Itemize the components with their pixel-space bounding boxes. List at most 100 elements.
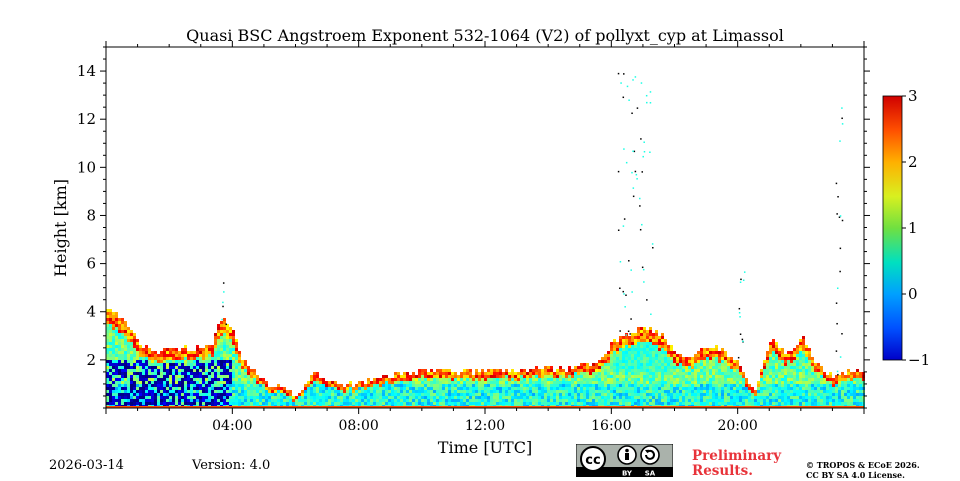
heatmap-cell — [451, 387, 454, 390]
heatmap-cell — [817, 393, 820, 396]
heatmap-cell — [811, 375, 814, 378]
heatmap-cell — [412, 387, 415, 390]
heatmap-cell — [643, 369, 646, 372]
heatmap-cell — [427, 399, 430, 402]
heatmap-cell — [664, 357, 667, 360]
heatmap-cell — [745, 396, 748, 399]
heatmap-cell — [139, 345, 142, 348]
heatmap-cell — [247, 399, 250, 402]
heatmap-cell — [634, 345, 637, 348]
heatmap-cell — [130, 369, 133, 372]
heatmap-cell — [115, 321, 118, 324]
heatmap-cell — [742, 390, 745, 393]
heatmap-cell — [139, 396, 142, 399]
heatmap-cell — [118, 369, 121, 372]
heatmap-cell — [493, 393, 496, 396]
heatmap-cell — [124, 369, 127, 372]
heatmap-cell — [184, 345, 187, 348]
heatmap-cell — [841, 372, 844, 375]
noise-speckle — [617, 72, 620, 75]
heatmap-cell — [199, 390, 202, 393]
surface-row — [106, 406, 864, 408]
heatmap-cell — [175, 369, 178, 372]
heatmap-cell — [130, 384, 133, 387]
heatmap-cell — [187, 402, 190, 405]
heatmap-cell — [661, 366, 664, 369]
heatmap-cell — [781, 357, 784, 360]
heatmap-cell — [106, 363, 109, 366]
heatmap-cell — [727, 396, 730, 399]
heatmap-cell — [217, 357, 220, 360]
heatmap-cell — [814, 399, 817, 402]
heatmap-cell — [421, 384, 424, 387]
heatmap-cell — [652, 336, 655, 339]
heatmap-cell — [337, 384, 340, 387]
heatmap-cell — [499, 369, 502, 372]
heatmap-cell — [655, 342, 658, 345]
heatmap-cell — [547, 375, 550, 378]
heatmap-cell — [538, 393, 541, 396]
heatmap-cell — [781, 348, 784, 351]
heatmap-cell — [256, 393, 259, 396]
heatmap-cell — [649, 327, 652, 330]
heatmap-cell — [160, 402, 163, 405]
heatmap-cell — [691, 366, 694, 369]
heatmap-cell — [436, 390, 439, 393]
heatmap-cell — [703, 360, 706, 363]
heatmap-cell — [604, 357, 607, 360]
heatmap-cell — [676, 354, 679, 357]
heatmap-cell — [115, 345, 118, 348]
heatmap-cell — [214, 357, 217, 360]
heatmap-cell — [250, 369, 253, 372]
heatmap-cell — [697, 360, 700, 363]
heatmap-cell — [202, 372, 205, 375]
heatmap-cell — [625, 402, 628, 405]
heatmap-cell — [484, 390, 487, 393]
heatmap-cell — [853, 387, 856, 390]
heatmap-cell — [652, 339, 655, 342]
heatmap-cell — [280, 402, 283, 405]
heatmap-cell — [229, 348, 232, 351]
heatmap-cell — [706, 381, 709, 384]
heatmap-cell — [763, 363, 766, 366]
heatmap-cell — [601, 372, 604, 375]
heatmap-cell — [202, 381, 205, 384]
heatmap-cell — [802, 387, 805, 390]
heatmap-cell — [763, 381, 766, 384]
heatmap-cell — [673, 390, 676, 393]
heatmap-cell — [535, 378, 538, 381]
heatmap-cell — [550, 384, 553, 387]
sa-label: SA — [645, 470, 656, 478]
by-label: BY — [622, 470, 633, 478]
noise-speckle — [225, 323, 228, 326]
heatmap-cell — [649, 390, 652, 393]
heatmap-cell — [709, 396, 712, 399]
heatmap-cell — [277, 387, 280, 390]
heatmap-cell — [145, 345, 148, 348]
heatmap-cell — [766, 360, 769, 363]
heatmap-cell — [139, 360, 142, 363]
heatmap-cell — [664, 345, 667, 348]
heatmap-cell — [523, 372, 526, 375]
heatmap-cell — [514, 390, 517, 393]
heatmap-cell — [637, 342, 640, 345]
heatmap-cell — [130, 396, 133, 399]
heatmap-cell — [640, 336, 643, 339]
heatmap-cell — [619, 342, 622, 345]
heatmap-cell — [250, 384, 253, 387]
noise-speckle — [841, 107, 843, 109]
heatmap-cell — [343, 393, 346, 396]
heatmap-cell — [493, 396, 496, 399]
heatmap-cell — [511, 372, 514, 375]
heatmap-cell — [589, 372, 592, 375]
heatmap-cell — [418, 396, 421, 399]
noise-speckle — [622, 225, 625, 227]
heatmap-cell — [625, 378, 628, 381]
heatmap-cell — [790, 393, 793, 396]
heatmap-cell — [508, 381, 511, 384]
heatmap-cell — [793, 393, 796, 396]
heatmap-cell — [793, 363, 796, 366]
heatmap-cell — [847, 396, 850, 399]
heatmap-cell — [169, 393, 172, 396]
heatmap-cell — [220, 330, 223, 333]
